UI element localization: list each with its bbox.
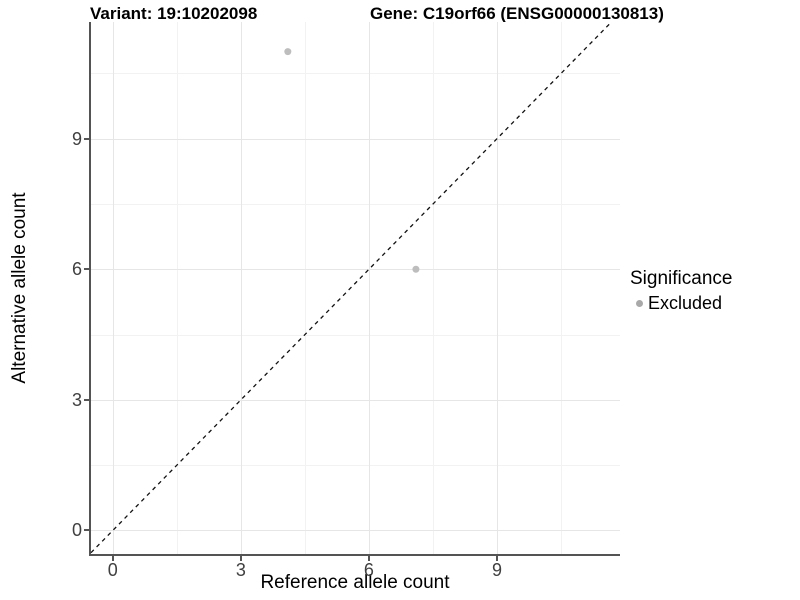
legend: Significance Excluded — [630, 268, 732, 313]
x-minor-gridline — [177, 22, 178, 554]
y-tick-label: 6 — [71, 259, 82, 280]
x-tick-label: 3 — [235, 560, 246, 580]
x-axis-line — [89, 554, 620, 556]
y-tick-mark — [84, 529, 89, 532]
y-major-gridline — [91, 400, 620, 401]
x-major-gridline — [369, 22, 370, 554]
y-minor-gridline — [91, 204, 620, 205]
y-tick-label: 9 — [71, 128, 82, 149]
x-minor-gridline — [561, 22, 562, 554]
x-tick-label: 9 — [492, 560, 503, 580]
x-axis-title: Reference allele count — [260, 572, 450, 593]
legend-item-label: Excluded — [648, 293, 723, 313]
legend-title: Significance — [630, 268, 733, 289]
x-tick-mark — [239, 556, 242, 561]
y-tick-mark — [84, 268, 89, 271]
x-tick-label: 0 — [107, 560, 118, 580]
plot-title-variant: Variant: 19:10202098 — [90, 4, 258, 23]
y-minor-gridline — [91, 465, 620, 466]
x-minor-gridline — [433, 22, 434, 554]
x-tick-mark — [496, 556, 499, 561]
y-minor-gridline — [91, 73, 620, 74]
y-tick-mark — [84, 137, 89, 140]
y-tick-label: 0 — [71, 520, 82, 541]
y-axis-title: Alternative allele count — [9, 192, 30, 384]
legend-item-excluded: Excluded — [630, 293, 732, 313]
y-major-gridline — [91, 530, 620, 531]
x-minor-gridline — [305, 22, 306, 554]
x-major-gridline — [113, 22, 114, 554]
plot-panel — [91, 22, 620, 554]
plot-title-gene: Gene: C19orf66 (ENSG00000130813) — [370, 4, 664, 23]
y-minor-gridline — [91, 335, 620, 336]
x-tick-mark — [111, 556, 114, 561]
legend-key-dot-icon — [636, 299, 643, 307]
x-tick-mark — [367, 556, 370, 561]
x-major-gridline — [241, 22, 242, 554]
y-major-gridline — [91, 269, 620, 270]
x-major-gridline — [497, 22, 498, 554]
x-tick-label: 6 — [363, 560, 374, 580]
y-tick-label: 3 — [71, 389, 82, 410]
y-major-gridline — [91, 139, 620, 140]
y-axis-line — [89, 22, 91, 556]
y-tick-mark — [84, 398, 89, 401]
